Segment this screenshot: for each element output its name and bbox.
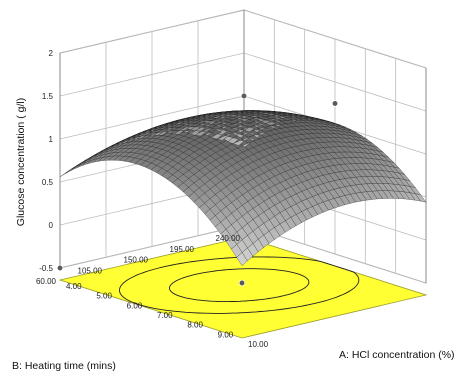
y-axis-ticks: 60.00 105.00 150.00 195.00 240.00 (36, 234, 241, 286)
design-point (240, 92, 248, 100)
z-axis-label: Glucose concentration ( g/l) (15, 98, 27, 226)
design-point (238, 279, 246, 287)
y-axis-label: B: Heating time (mins) (12, 360, 116, 372)
z-tick-label: 0 (49, 221, 54, 230)
x-tick-label: 5.00 (96, 292, 112, 301)
y-tick-label: 105.00 (78, 266, 103, 275)
grid-line-z (59, 52, 427, 112)
surface-mesh (59, 110, 427, 267)
y-tick-label: 195.00 (170, 245, 195, 254)
z-tick-label: 1.5 (42, 92, 54, 101)
contour-line (119, 256, 360, 314)
x-tick-label: 7.00 (157, 311, 173, 320)
x-tick-label: 10.00 (248, 340, 269, 349)
y-tick-label: 150.00 (124, 256, 149, 265)
x-axis-ticks: 4.00 5.00 6.00 7.00 8.00 9.00 10.00 (66, 282, 269, 349)
x-tick-label: 6.00 (127, 301, 143, 310)
z-tick-label: 0.5 (42, 178, 54, 187)
x-tick-label: 4.00 (66, 282, 82, 291)
z-tick-label: 2 (49, 49, 54, 58)
z-axis-ticks: -0.5 0 0.5 1 1.5 2 (39, 49, 53, 273)
design-points (56, 92, 339, 287)
design-point (331, 100, 339, 107)
floor-fill (58, 236, 428, 339)
floor-contours (119, 256, 360, 314)
z-tick-label: -0.5 (39, 264, 53, 273)
x-tick-label: 8.00 (187, 321, 203, 330)
z-tick-label: 1 (49, 135, 54, 144)
x-axis-label: A: HCl concentration (%) (339, 349, 455, 361)
grid-line-z (59, 9, 427, 69)
y-tick-label: 240.00 (216, 234, 241, 243)
x-tick-label: 9.00 (218, 330, 234, 339)
design-point (56, 264, 64, 272)
floor-plane (58, 236, 428, 339)
contour-line (168, 268, 310, 303)
surface-cell (59, 169, 71, 177)
y-tick-label: 60.00 (36, 277, 57, 286)
